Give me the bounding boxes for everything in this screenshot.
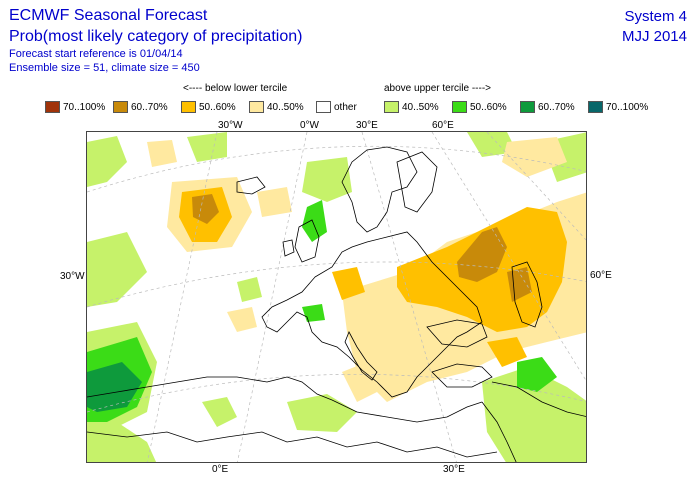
legend-label: 50..60% — [199, 101, 236, 113]
legend-item-above-60-70: 60..70% — [520, 99, 575, 115]
axis-label-bottom-0e: 0°E — [212, 464, 229, 475]
legend-label: 50..60% — [470, 101, 507, 113]
system-label: System 4 — [624, 8, 687, 25]
legend-label: 60..70% — [131, 101, 168, 113]
legend-label: 70..100% — [63, 101, 106, 113]
axis-label-right-60e: 60°E — [590, 270, 612, 281]
axis-label-left-30w: 30°W — [60, 271, 85, 282]
legend-swatch — [520, 101, 535, 113]
axis-label-top-30e: 30°E — [356, 120, 378, 131]
period-label: MJJ 2014 — [621, 28, 687, 45]
axis-label-top-30w: 30°W — [218, 120, 243, 131]
forecast-start-reference: Forecast start reference is 01/04/14 — [9, 48, 183, 60]
legend-swatch — [452, 101, 467, 113]
legend-swatch — [249, 101, 264, 113]
legend-item-above-40-50: 40..50% — [384, 99, 439, 115]
legend-item-above-70-100: 70..100% — [588, 99, 648, 115]
legend-swatch — [181, 101, 196, 113]
legend-item-above-50-60: 50..60% — [452, 99, 507, 115]
ensemble-size: Ensemble size = 51, climate size = 450 — [9, 62, 200, 74]
below-tercile-60-70-areas — [192, 194, 532, 302]
forecast-map — [86, 131, 587, 463]
legend-above-tercile-label: above upper tercile ----> — [384, 83, 491, 94]
legend-swatch — [588, 101, 603, 113]
legend-swatch — [384, 101, 399, 113]
legend-label: 40..50% — [402, 101, 439, 113]
legend-item-below-50-60: 50..60% — [181, 99, 236, 115]
chart-title: ECMWF Seasonal Forecast — [9, 7, 208, 24]
legend-label: 40..50% — [267, 101, 304, 113]
legend-item-below-40-50: 40..50% — [249, 99, 304, 115]
legend-label: 60..70% — [538, 101, 575, 113]
map-svg — [87, 132, 586, 462]
legend-item-below-70-100: 70..100% — [45, 99, 105, 115]
axis-label-top-60e: 60°E — [432, 120, 454, 131]
legend-item-below-60-70: 60..70% — [113, 99, 168, 115]
legend-swatch — [316, 101, 331, 113]
legend-label: 70..100% — [606, 101, 649, 113]
legend: 70..100% 60..70% 50..60% 40..50% other 4… — [0, 99, 697, 115]
legend-label: other — [334, 101, 357, 113]
axis-label-top-0w: 0°W — [300, 120, 319, 131]
legend-item-other: other — [316, 99, 357, 115]
chart-subtitle: Prob(most likely category of precipitati… — [9, 28, 303, 45]
legend-below-tercile-label: <---- below lower tercile — [183, 83, 288, 94]
legend-swatch — [113, 101, 128, 113]
above-tercile-60-70-areas — [87, 362, 142, 412]
coastlines — [87, 146, 586, 462]
legend-swatch — [45, 101, 60, 113]
axis-label-bottom-30e: 30°E — [443, 464, 465, 475]
graticule — [87, 132, 586, 462]
